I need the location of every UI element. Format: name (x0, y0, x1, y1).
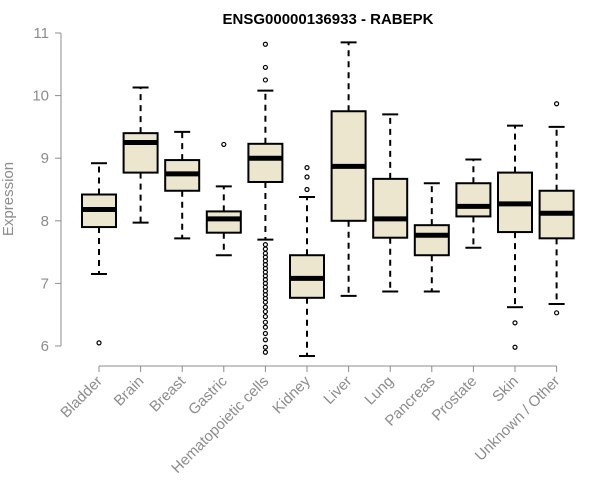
outlier-point (262, 77, 268, 83)
x-tick-label: Liver (320, 373, 355, 408)
chart-title: ENSG00000136933 - RABEPK (223, 11, 434, 28)
x-tick-label: Brain (111, 373, 148, 410)
outlier-point (262, 349, 268, 355)
outlier-point (512, 344, 518, 350)
outlier-point (304, 164, 310, 171)
y-tick-label: 8 (41, 213, 49, 230)
box-hematopoietic-cells (247, 41, 284, 355)
box-bladder (81, 162, 117, 346)
outlier-point (512, 320, 518, 326)
outlier-point (262, 324, 268, 330)
box-unknown-other (538, 101, 575, 316)
x-tick-label: Prostate (429, 373, 481, 425)
y-tick-label: 6 (41, 338, 49, 355)
y-axis-label: Expression (0, 162, 17, 236)
boxes-group (81, 41, 575, 358)
x-tick-label: Lung (361, 373, 397, 409)
box-pancreas (413, 182, 450, 293)
y-axis: 6 7 8 9 10 11 (32, 25, 62, 355)
outlier-point (262, 64, 268, 71)
x-tick-label: Bladder (57, 373, 106, 422)
outlier-point (221, 141, 227, 148)
box-liver (330, 41, 367, 297)
outlier-point (262, 41, 268, 47)
outlier-point (96, 340, 102, 346)
box-iqr (413, 224, 450, 257)
y-tick-label: 10 (32, 88, 49, 105)
x-tick-label: Breast (146, 372, 189, 415)
box-kidney (289, 164, 325, 358)
y-tick-label: 11 (33, 25, 49, 42)
box-iqr (372, 177, 409, 239)
outlier-point (262, 241, 268, 248)
x-tick-label: Kidney (269, 372, 314, 417)
box-brain (122, 86, 159, 224)
outlier-point (553, 310, 560, 316)
box-gastric (205, 141, 242, 257)
outlier-point (262, 308, 268, 315)
box-iqr (122, 132, 159, 174)
y-tick-label: 7 (41, 275, 49, 292)
outlier-point (262, 246, 268, 252)
outlier-point (304, 186, 310, 193)
x-tick-label: Skin (489, 373, 522, 406)
outlier-point (262, 304, 268, 310)
outlier-point (304, 174, 310, 180)
box-prostate (455, 158, 492, 249)
outlier-point (262, 299, 268, 305)
box-breast (164, 130, 201, 240)
box-iqr (247, 142, 284, 183)
box-lung (372, 113, 409, 293)
outlier-point (262, 344, 268, 350)
outlier-point (262, 337, 268, 343)
box-skin (497, 124, 533, 350)
y-tick-label: 9 (41, 150, 49, 167)
outlier-point (262, 319, 268, 325)
outlier-point (553, 101, 560, 107)
box-iqr (455, 182, 492, 218)
outlier-point (262, 330, 268, 337)
outlier-point (262, 313, 268, 320)
box-iqr (205, 210, 242, 234)
